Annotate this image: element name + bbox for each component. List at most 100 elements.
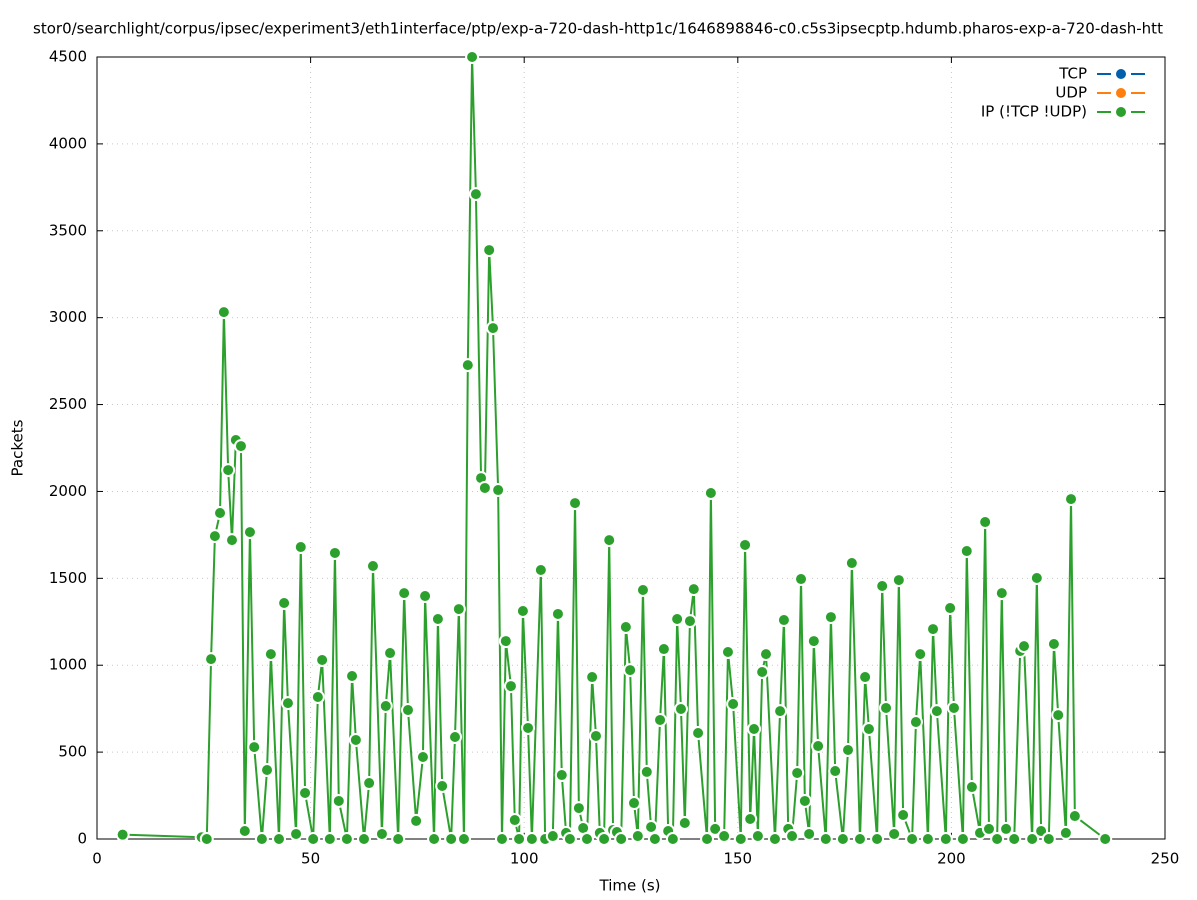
legend-label: TCP — [1058, 65, 1087, 83]
data-point — [554, 768, 569, 783]
data-point — [491, 483, 506, 498]
data-point — [585, 670, 600, 685]
data-point — [533, 562, 548, 577]
data-point — [271, 832, 286, 846]
data-point — [524, 832, 539, 846]
data-point — [776, 613, 791, 628]
data-point — [348, 732, 363, 747]
data-point — [409, 813, 424, 828]
data-point — [644, 820, 659, 835]
x-axis-label: Time (s) — [599, 877, 661, 895]
data-point — [277, 596, 292, 611]
data-point — [905, 832, 920, 846]
data-point — [738, 537, 753, 552]
data-point — [468, 187, 483, 202]
data-point — [310, 690, 325, 705]
data-point — [378, 699, 393, 714]
data-point — [908, 715, 923, 730]
data-point — [247, 740, 262, 755]
data-point — [362, 776, 377, 791]
data-point — [755, 664, 770, 679]
data-point — [823, 610, 838, 625]
data-point — [418, 589, 433, 604]
data-point — [891, 573, 906, 588]
data-point — [875, 578, 890, 593]
data-point — [630, 829, 645, 844]
data-point — [503, 679, 518, 694]
x-tick-label: 150 — [723, 850, 752, 868]
data-point — [216, 305, 231, 320]
data-point — [515, 604, 530, 619]
data-point — [456, 832, 471, 846]
data-point — [306, 832, 321, 846]
x-tick-label: 0 — [92, 850, 102, 868]
x-tick-label: 250 — [1151, 850, 1180, 868]
data-point — [656, 642, 671, 657]
data-point — [673, 702, 688, 717]
data-point — [1041, 832, 1056, 846]
data-point — [653, 712, 668, 727]
data-point — [708, 821, 723, 836]
data-point — [743, 812, 758, 827]
data-point — [327, 545, 342, 560]
x-tick-label: 200 — [937, 850, 966, 868]
data-point — [482, 243, 497, 258]
data-point — [926, 622, 941, 637]
data-point — [447, 729, 462, 744]
data-point — [726, 696, 741, 711]
data-point — [391, 832, 406, 846]
data-point — [115, 827, 130, 842]
y-tick-label: 2000 — [49, 482, 87, 500]
data-point — [938, 832, 953, 846]
data-point — [221, 463, 236, 478]
data-point — [568, 496, 583, 511]
data-point — [1007, 832, 1022, 846]
data-point — [444, 832, 459, 846]
y-tick-label: 3500 — [49, 221, 87, 239]
data-point — [465, 50, 480, 64]
data-point — [955, 832, 970, 846]
data-point — [852, 832, 867, 846]
data-point — [451, 602, 466, 617]
data-point — [785, 829, 800, 844]
data-point — [401, 703, 416, 718]
legend-marker — [1114, 105, 1128, 119]
data-point — [289, 826, 304, 841]
data-point — [579, 832, 594, 846]
plot-frame — [96, 56, 1166, 840]
legend-label: UDP — [1055, 84, 1087, 102]
legend-marker — [1114, 67, 1128, 81]
data-point — [260, 763, 275, 778]
data-point — [747, 721, 762, 736]
data-point — [733, 832, 748, 846]
data-point — [486, 321, 501, 336]
data-point — [990, 832, 1005, 846]
data-point — [315, 653, 330, 668]
data-point — [844, 556, 859, 571]
data-point — [635, 582, 650, 597]
data-point — [1067, 809, 1082, 824]
data-point — [571, 801, 586, 816]
data-point — [1025, 832, 1040, 846]
data-point — [964, 780, 979, 795]
data-point — [254, 832, 269, 846]
data-point — [943, 601, 958, 616]
data-point — [207, 529, 222, 544]
data-point — [946, 700, 961, 715]
data-point — [293, 540, 308, 555]
y-tick-label: 4000 — [49, 134, 87, 152]
data-point — [597, 832, 612, 846]
data-point — [494, 832, 509, 846]
x-tick-label: 100 — [510, 850, 539, 868]
data-point — [521, 720, 536, 735]
data-point — [339, 832, 354, 846]
data-point — [720, 645, 735, 660]
data-point — [802, 826, 817, 841]
data-point — [794, 572, 809, 587]
data-point — [797, 793, 812, 808]
data-point — [682, 614, 697, 629]
chart-title: stor0/searchlight/corpus/ipsec/experimen… — [33, 20, 1163, 38]
data-point — [614, 832, 629, 846]
y-tick-label: 3000 — [49, 308, 87, 326]
data-point — [374, 826, 389, 841]
